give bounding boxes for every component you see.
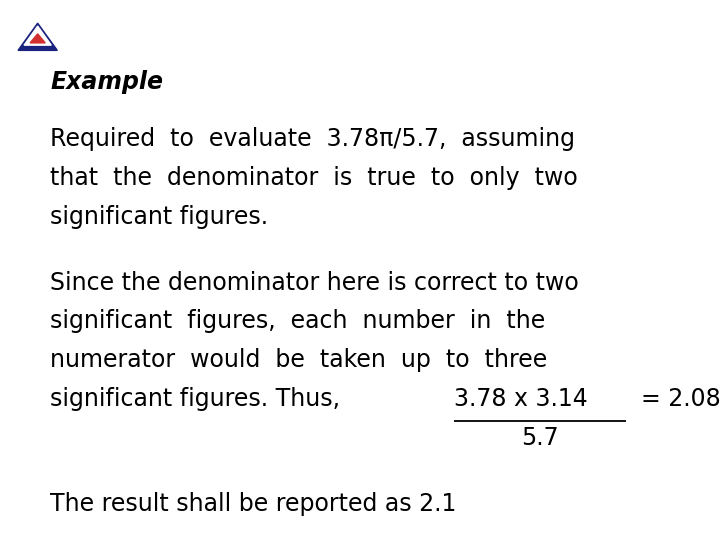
Polygon shape [30,34,45,43]
Text: that  the  denominator  is  true  to  only  two: that the denominator is true to only two [50,166,578,190]
Text: significant figures.: significant figures. [50,205,269,228]
Polygon shape [18,23,58,50]
Text: significant figures. Thus,: significant figures. Thus, [50,387,363,411]
Text: = 2.08: = 2.08 [626,387,720,411]
Polygon shape [24,26,51,45]
Text: Example: Example [50,70,163,94]
Text: Since the denominator here is correct to two: Since the denominator here is correct to… [50,271,579,294]
Text: The result shall be reported as 2.1: The result shall be reported as 2.1 [50,492,456,516]
Text: Required  to  evaluate  3.78π/5.7,  assuming: Required to evaluate 3.78π/5.7, assuming [50,127,575,151]
Text: significant  figures,  each  number  in  the: significant figures, each number in the [50,309,546,333]
Text: 5.7: 5.7 [521,426,559,450]
Text: numerator  would  be  taken  up  to  three: numerator would be taken up to three [50,348,548,372]
Text: 3.78 x 3.14: 3.78 x 3.14 [454,387,588,411]
